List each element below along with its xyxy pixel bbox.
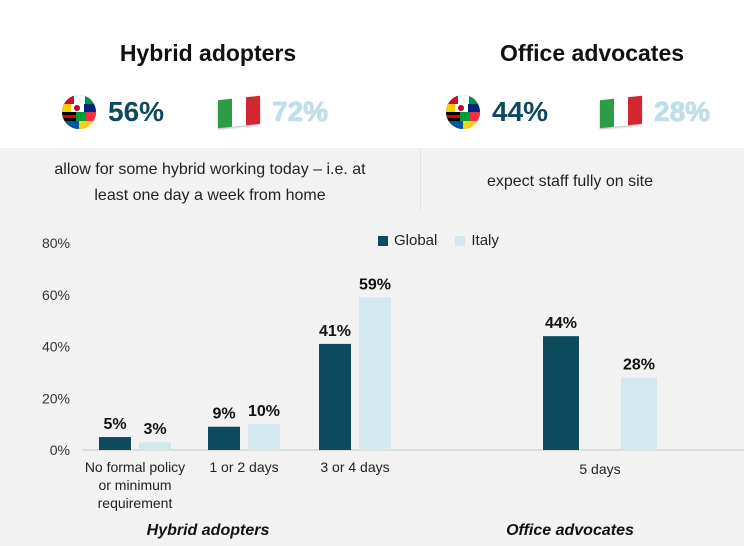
legend-swatch-global bbox=[378, 235, 388, 246]
x-tick-label: No formal policy bbox=[85, 459, 185, 475]
hybrid-adopters-heading: Hybrid adopters bbox=[119, 40, 297, 66]
bar-global bbox=[99, 437, 131, 450]
legend-label-global: Global bbox=[394, 232, 438, 249]
hybrid-group-label: Hybrid adopters bbox=[146, 522, 270, 539]
data-label-global: 5% bbox=[103, 416, 126, 433]
bar-global bbox=[319, 343, 351, 450]
office-global-stat: 44% bbox=[446, 92, 548, 132]
data-label-italy: 3% bbox=[143, 421, 166, 438]
hybrid-italy-percent: 72% bbox=[272, 96, 329, 127]
x-tick-label: 1 or 2 days bbox=[209, 459, 278, 475]
hybrid-description-line1: allow for some hybrid working today – i.… bbox=[54, 161, 366, 178]
y-tick-label: 0% bbox=[50, 442, 70, 458]
x-tick-label: or minimum bbox=[98, 477, 171, 493]
office-italy-percent: 28% bbox=[654, 96, 711, 127]
hybrid-global-stat: 56% bbox=[62, 92, 164, 132]
hybrid-global-percent: 56% bbox=[108, 96, 165, 127]
office-advocates-heading: Office advocates bbox=[499, 40, 685, 66]
x-tick-label: requirement bbox=[98, 495, 173, 511]
office-description: expect staff fully on site bbox=[486, 173, 653, 190]
y-tick-label: 60% bbox=[42, 287, 70, 303]
data-label-italy: 59% bbox=[359, 276, 391, 293]
column-divider bbox=[420, 148, 421, 210]
bar-italy bbox=[359, 297, 391, 450]
x-tick-label: 5 days bbox=[579, 461, 620, 477]
data-label-italy: 28% bbox=[623, 357, 655, 374]
description-band bbox=[0, 148, 744, 210]
bar-italy bbox=[248, 424, 280, 450]
x-tick-label: 3 or 4 days bbox=[320, 459, 389, 475]
data-label-global: 41% bbox=[319, 323, 351, 340]
office-global-percent: 44% bbox=[492, 96, 549, 127]
legend-item-italy: Italy bbox=[455, 232, 499, 249]
bar-global bbox=[208, 426, 240, 450]
office-italy-stat: 28% bbox=[600, 92, 710, 132]
legend-label-italy: Italy bbox=[471, 232, 499, 249]
bar-italy bbox=[621, 377, 657, 450]
hybrid-description: allow for some hybrid working today – i.… bbox=[20, 157, 400, 209]
globe-flags-icon bbox=[62, 95, 96, 129]
office-group-label: Office advocates bbox=[506, 522, 634, 539]
legend-item-global: Global bbox=[378, 232, 437, 249]
legend-swatch-italy bbox=[455, 235, 466, 246]
y-tick-label: 40% bbox=[42, 339, 70, 355]
globe-flags-icon bbox=[446, 95, 480, 129]
bar-global bbox=[543, 336, 579, 450]
y-tick-label: 20% bbox=[42, 390, 70, 406]
data-label-italy: 10% bbox=[248, 403, 280, 420]
hybrid-description-line2: least one day a week from home bbox=[94, 187, 326, 204]
data-label-global: 9% bbox=[212, 406, 235, 423]
y-tick-label: 80% bbox=[42, 235, 70, 251]
hybrid-italy-stat: 72% bbox=[218, 92, 328, 132]
data-label-global: 44% bbox=[545, 315, 577, 332]
chart-legend: Global Italy bbox=[378, 232, 517, 249]
bar-italy bbox=[139, 442, 171, 450]
